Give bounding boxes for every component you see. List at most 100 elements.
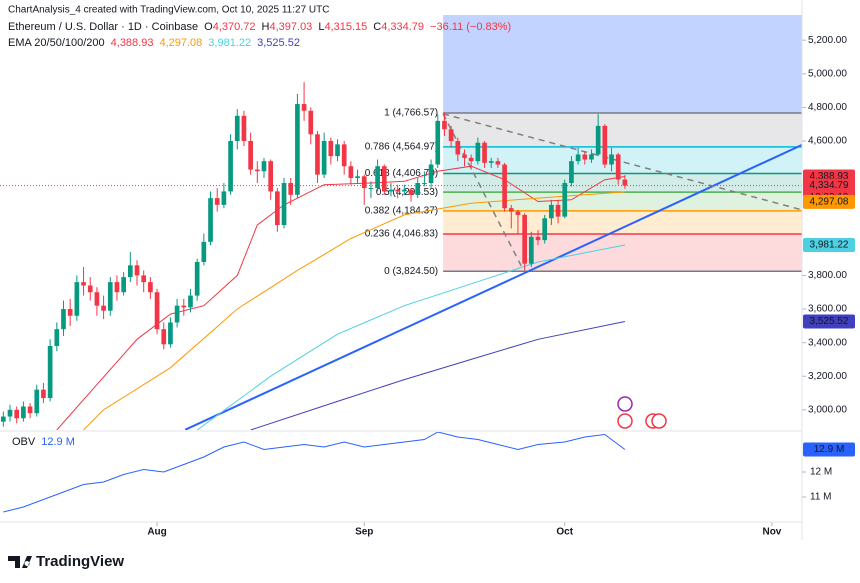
candle-body bbox=[422, 183, 427, 185]
candle-body bbox=[41, 389, 46, 399]
candle-body bbox=[188, 295, 193, 308]
candle-body bbox=[134, 265, 140, 276]
candle-body bbox=[455, 141, 461, 155]
ohlc-letter: C bbox=[373, 21, 381, 33]
obv-value: 12.9 M bbox=[41, 436, 75, 448]
candle-body bbox=[462, 154, 467, 158]
candle-body bbox=[154, 292, 160, 330]
candle-body bbox=[181, 305, 187, 308]
drawing-line bbox=[442, 113, 524, 271]
price-badge-label: 4,334.79 bbox=[810, 180, 849, 191]
event-icon[interactable] bbox=[617, 413, 633, 429]
candle-body bbox=[101, 305, 106, 311]
ohlc-value: 4,334.79 bbox=[381, 21, 424, 33]
ema-badge-label: 4,388.93 bbox=[810, 171, 849, 182]
candle-body bbox=[482, 142, 487, 163]
candle-body bbox=[208, 198, 213, 242]
candle-body bbox=[381, 166, 387, 192]
fib-label: 0.5 (4,295.53) bbox=[376, 187, 438, 198]
obv-badge-label: 12.9 M bbox=[814, 444, 845, 455]
candle-body bbox=[495, 161, 501, 165]
candle-body bbox=[555, 204, 561, 217]
price-pane: 1 (4,766.57) 0.786 (4,564.97) 0.618 (4,406… bbox=[0, 15, 802, 430]
candle-body bbox=[595, 125, 601, 155]
fib-label: 0.786 (4,564.97) bbox=[365, 142, 438, 153]
obv-legend: OBV 12.9 M bbox=[12, 436, 75, 448]
y-tick-label: 4,600.00 bbox=[808, 136, 847, 147]
ema-badge-label: 3,525.52 bbox=[810, 316, 849, 327]
ema-value: 3,981.22 bbox=[208, 37, 251, 49]
candle-body bbox=[67, 309, 73, 316]
ema-title: EMA 20/50/100/200 bbox=[8, 37, 105, 49]
obv-tick-label: 11 M bbox=[810, 492, 832, 503]
symbol-legend: Ethereum / U.S. Dollar · 1D · Coinbase O4… bbox=[8, 21, 511, 33]
drawing-line bbox=[184, 143, 802, 430]
candle-body bbox=[569, 161, 574, 184]
y-tick-label: 3,000.00 bbox=[808, 404, 847, 415]
logo-icon bbox=[8, 556, 32, 568]
candle-body bbox=[121, 277, 126, 293]
candle-body bbox=[221, 191, 227, 205]
candle-body bbox=[402, 189, 407, 192]
candle-body bbox=[502, 164, 507, 209]
y-tick-label: 3,400.00 bbox=[808, 337, 847, 348]
fib-band bbox=[443, 233, 802, 272]
obv-name: OBV bbox=[12, 436, 36, 448]
candle-body bbox=[361, 176, 367, 189]
candle-body bbox=[602, 125, 608, 165]
obv-line bbox=[3, 432, 626, 513]
y-tick-label: 4,800.00 bbox=[808, 102, 847, 113]
fib-band bbox=[443, 210, 802, 234]
event-icon[interactable] bbox=[617, 396, 633, 412]
fib-label: 1 (4,766.57) bbox=[384, 108, 438, 119]
candle-body bbox=[321, 141, 327, 175]
candle-body bbox=[34, 389, 40, 414]
candle-body bbox=[609, 154, 614, 165]
fib-label: 0 (3,824.50) bbox=[384, 266, 438, 277]
candle-body bbox=[328, 141, 334, 157]
candle-body bbox=[21, 406, 26, 419]
fib-label: 0.382 (4,184.37) bbox=[365, 205, 438, 216]
candle-body bbox=[368, 188, 374, 190]
ohlc-value: 4,370.72 bbox=[213, 21, 256, 33]
fib-band bbox=[443, 192, 802, 211]
ema-value: 3,525.52 bbox=[257, 37, 300, 49]
target-zone bbox=[443, 15, 802, 114]
candle-body bbox=[475, 142, 481, 162]
candle-body bbox=[488, 161, 494, 163]
candle-body bbox=[81, 282, 86, 286]
change: −36.11 (−0.83%) bbox=[430, 21, 511, 33]
candle-body bbox=[234, 115, 240, 142]
x-tick-label: Aug bbox=[147, 527, 166, 538]
candle-body bbox=[228, 141, 233, 192]
ohlc-letter: O bbox=[204, 21, 213, 33]
candle-body bbox=[575, 154, 581, 162]
candle-body bbox=[74, 282, 80, 316]
candle-body bbox=[522, 214, 527, 264]
candle-body bbox=[448, 129, 454, 142]
ema-badge bbox=[803, 237, 855, 252]
candle-body bbox=[54, 329, 60, 346]
fib-label: 0.618 (4,406.70) bbox=[365, 168, 438, 179]
candle-body bbox=[542, 218, 548, 241]
ema-legend: EMA 20/50/100/200 4,388.93 4,297.08 3,981.2… bbox=[8, 37, 300, 49]
event-icon[interactable] bbox=[651, 413, 667, 429]
candle-body bbox=[428, 164, 434, 184]
candle-body bbox=[295, 104, 300, 195]
candle-body bbox=[1, 416, 6, 422]
fib-label: 0.236 (4,046.83) bbox=[365, 229, 438, 240]
ema-line bbox=[196, 244, 625, 430]
candle-body bbox=[281, 183, 287, 226]
logo-text: TradingView bbox=[36, 553, 124, 570]
candle-body bbox=[7, 409, 13, 417]
ohlc-value: 4,315.15 bbox=[324, 21, 367, 33]
drawing-line bbox=[442, 113, 802, 211]
candle-body bbox=[468, 157, 474, 162]
y-tick-label: 5,200.00 bbox=[808, 35, 847, 46]
candle-body bbox=[288, 183, 294, 195]
candle-body bbox=[582, 154, 588, 160]
candle-body bbox=[174, 305, 180, 323]
ohlc-letter: H bbox=[262, 21, 270, 33]
candle-body bbox=[508, 208, 514, 212]
